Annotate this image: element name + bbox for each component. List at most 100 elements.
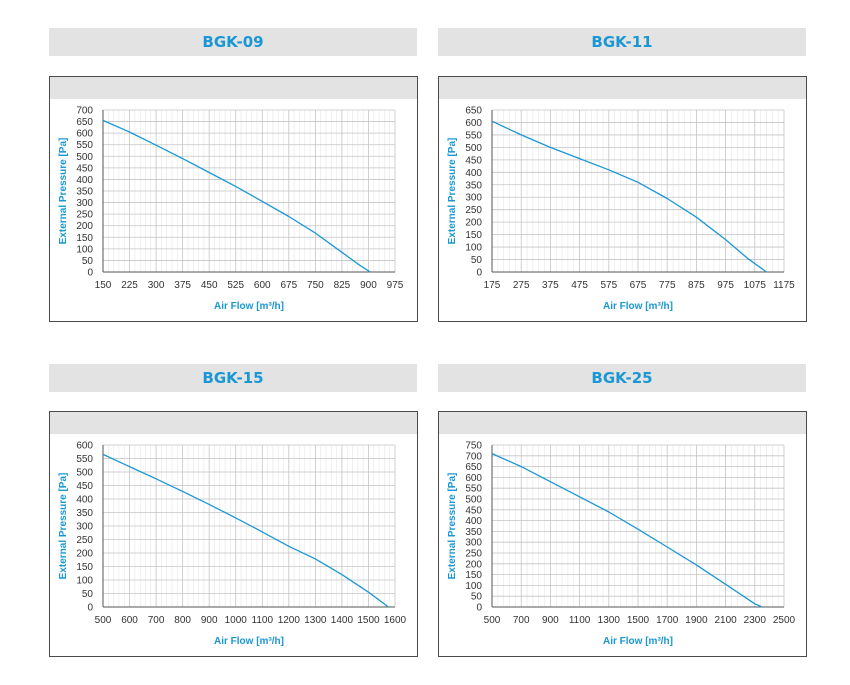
y-tick-label: 200 [76,549,93,560]
y-axis-label: External Pressure [Pa] [58,473,69,580]
y-tick-label: 700 [465,451,482,462]
y-tick-label: 550 [465,130,482,141]
y-tick-label: 100 [76,244,93,255]
y-tick-label: 300 [465,538,482,549]
x-tick-label: 1200 [278,615,301,626]
y-tick-label: 400 [465,168,482,179]
x-tick-label: 1100 [252,615,274,626]
y-tick-label: 650 [465,462,482,473]
y-tick-label: 50 [471,255,483,266]
y-tick-label: 0 [87,603,93,614]
y-tick-label: 150 [76,233,93,244]
x-tick-label: 1175 [773,280,795,291]
y-tick-label: 0 [476,603,482,614]
x-tick-label: 700 [148,615,165,626]
y-tick-label: 50 [82,589,94,600]
chart-plot-bgk-09: 0501001502002503003504004505005506006507… [58,106,404,313]
series-line [102,453,389,608]
y-axis-label: External Pressure [Pa] [58,138,69,245]
y-tick-label: 350 [76,508,93,519]
x-tick-label: 975 [717,280,734,291]
x-tick-label: 1400 [331,615,354,626]
x-tick-label: 2500 [773,615,796,626]
y-tick-label: 400 [76,175,93,186]
chart-panel-bgk-25: 0 50 100 150 200 250 300 350 400 450 500 550 600 650 7… [438,411,807,657]
x-tick-label: 2300 [744,615,767,626]
y-tick-label: 250 [76,535,93,546]
x-tick-label: 675 [630,280,647,291]
y-tick-label: 50 [82,256,94,267]
y-tick-label: 700 [76,106,93,117]
x-tick-label: 875 [688,280,705,291]
y-tick-label: 350 [465,180,482,191]
x-tick-label: 1300 [598,615,621,626]
y-tick-label: 250 [76,210,93,221]
x-tick-label: 575 [600,280,617,291]
x-tick-label: 900 [542,615,559,626]
y-tick-label: 250 [465,205,482,216]
x-tick-label: 225 [121,280,138,291]
x-tick-label: 775 [659,280,676,291]
series-line [102,119,371,273]
x-tick-label: 275 [513,280,530,291]
x-tick-label: 375 [174,280,191,291]
chart-title-bgk-15: BGK-15 [49,364,417,392]
x-axis-label: Air Flow [m³/h] [603,301,673,312]
y-tick-label: 100 [465,581,482,592]
y-tick-label: 650 [465,106,482,117]
chart-title-bgk-09: BGK-09 [49,28,417,56]
x-tick-label: 1100 [569,615,591,626]
x-tick-label: 800 [174,615,191,626]
x-tick-label: 475 [571,280,588,291]
y-tick-label: 250 [465,549,482,560]
y-tick-label: 150 [76,562,93,573]
y-tick-label: 0 [87,268,93,279]
x-tick-label: 1300 [304,615,327,626]
y-tick-label: 450 [465,155,482,166]
y-axis-label: External Pressure [Pa] [447,473,458,580]
chart-plot-bgk-25: 0501001502002503003504004505005506006507… [447,441,796,648]
x-tick-label: 825 [334,280,351,291]
y-tick-label: 600 [465,473,482,484]
x-tick-label: 375 [542,280,559,291]
y-tick-label: 450 [76,481,93,492]
y-tick-label: 450 [76,163,93,174]
y-tick-label: 200 [76,221,93,232]
chart-panel-header [439,412,806,434]
x-tick-label: 900 [201,615,218,626]
y-tick-label: 650 [76,117,93,128]
y-tick-label: 150 [465,230,482,241]
y-tick-label: 350 [465,527,482,538]
chart-plot-bgk-15: 0 50 100 150 200 250 300 350 400 450 500 550 600 500 6… [58,441,407,648]
y-tick-label: 550 [465,484,482,495]
y-tick-label: 350 [76,187,93,198]
x-tick-label: 175 [484,280,501,291]
x-tick-label: 1900 [685,615,708,626]
x-tick-label: 1700 [656,615,679,626]
x-axis-label: Air Flow [m³/h] [214,636,284,647]
y-tick-label: 750 [465,441,482,452]
x-tick-label: 500 [484,615,501,626]
y-tick-label: 600 [76,441,93,452]
x-tick-label: 975 [387,280,404,291]
x-tick-label: 600 [121,615,138,626]
chart-title-bgk-25: BGK-25 [438,364,806,392]
y-tick-label: 450 [465,505,482,516]
y-tick-label: 100 [76,576,93,587]
y-tick-label: 400 [76,495,93,506]
y-tick-label: 550 [76,140,93,151]
y-tick-label: 200 [465,559,482,570]
x-tick-label: 300 [148,280,165,291]
y-tick-label: 100 [465,243,482,254]
y-tick-label: 50 [471,592,483,603]
x-axis-label: Air Flow [m³/h] [603,636,673,647]
y-tick-label: 300 [465,193,482,204]
x-tick-label: 525 [227,280,244,291]
x-tick-label: 1000 [225,615,248,626]
y-tick-label: 0 [476,268,482,279]
y-tick-label: 600 [465,118,482,129]
chart-panel-bgk-09: 0 50 100 150 200 250 300 350 400 450 500 550 600 650 7… [49,76,418,322]
y-tick-label: 550 [76,454,93,465]
x-tick-label: 1600 [384,615,407,626]
